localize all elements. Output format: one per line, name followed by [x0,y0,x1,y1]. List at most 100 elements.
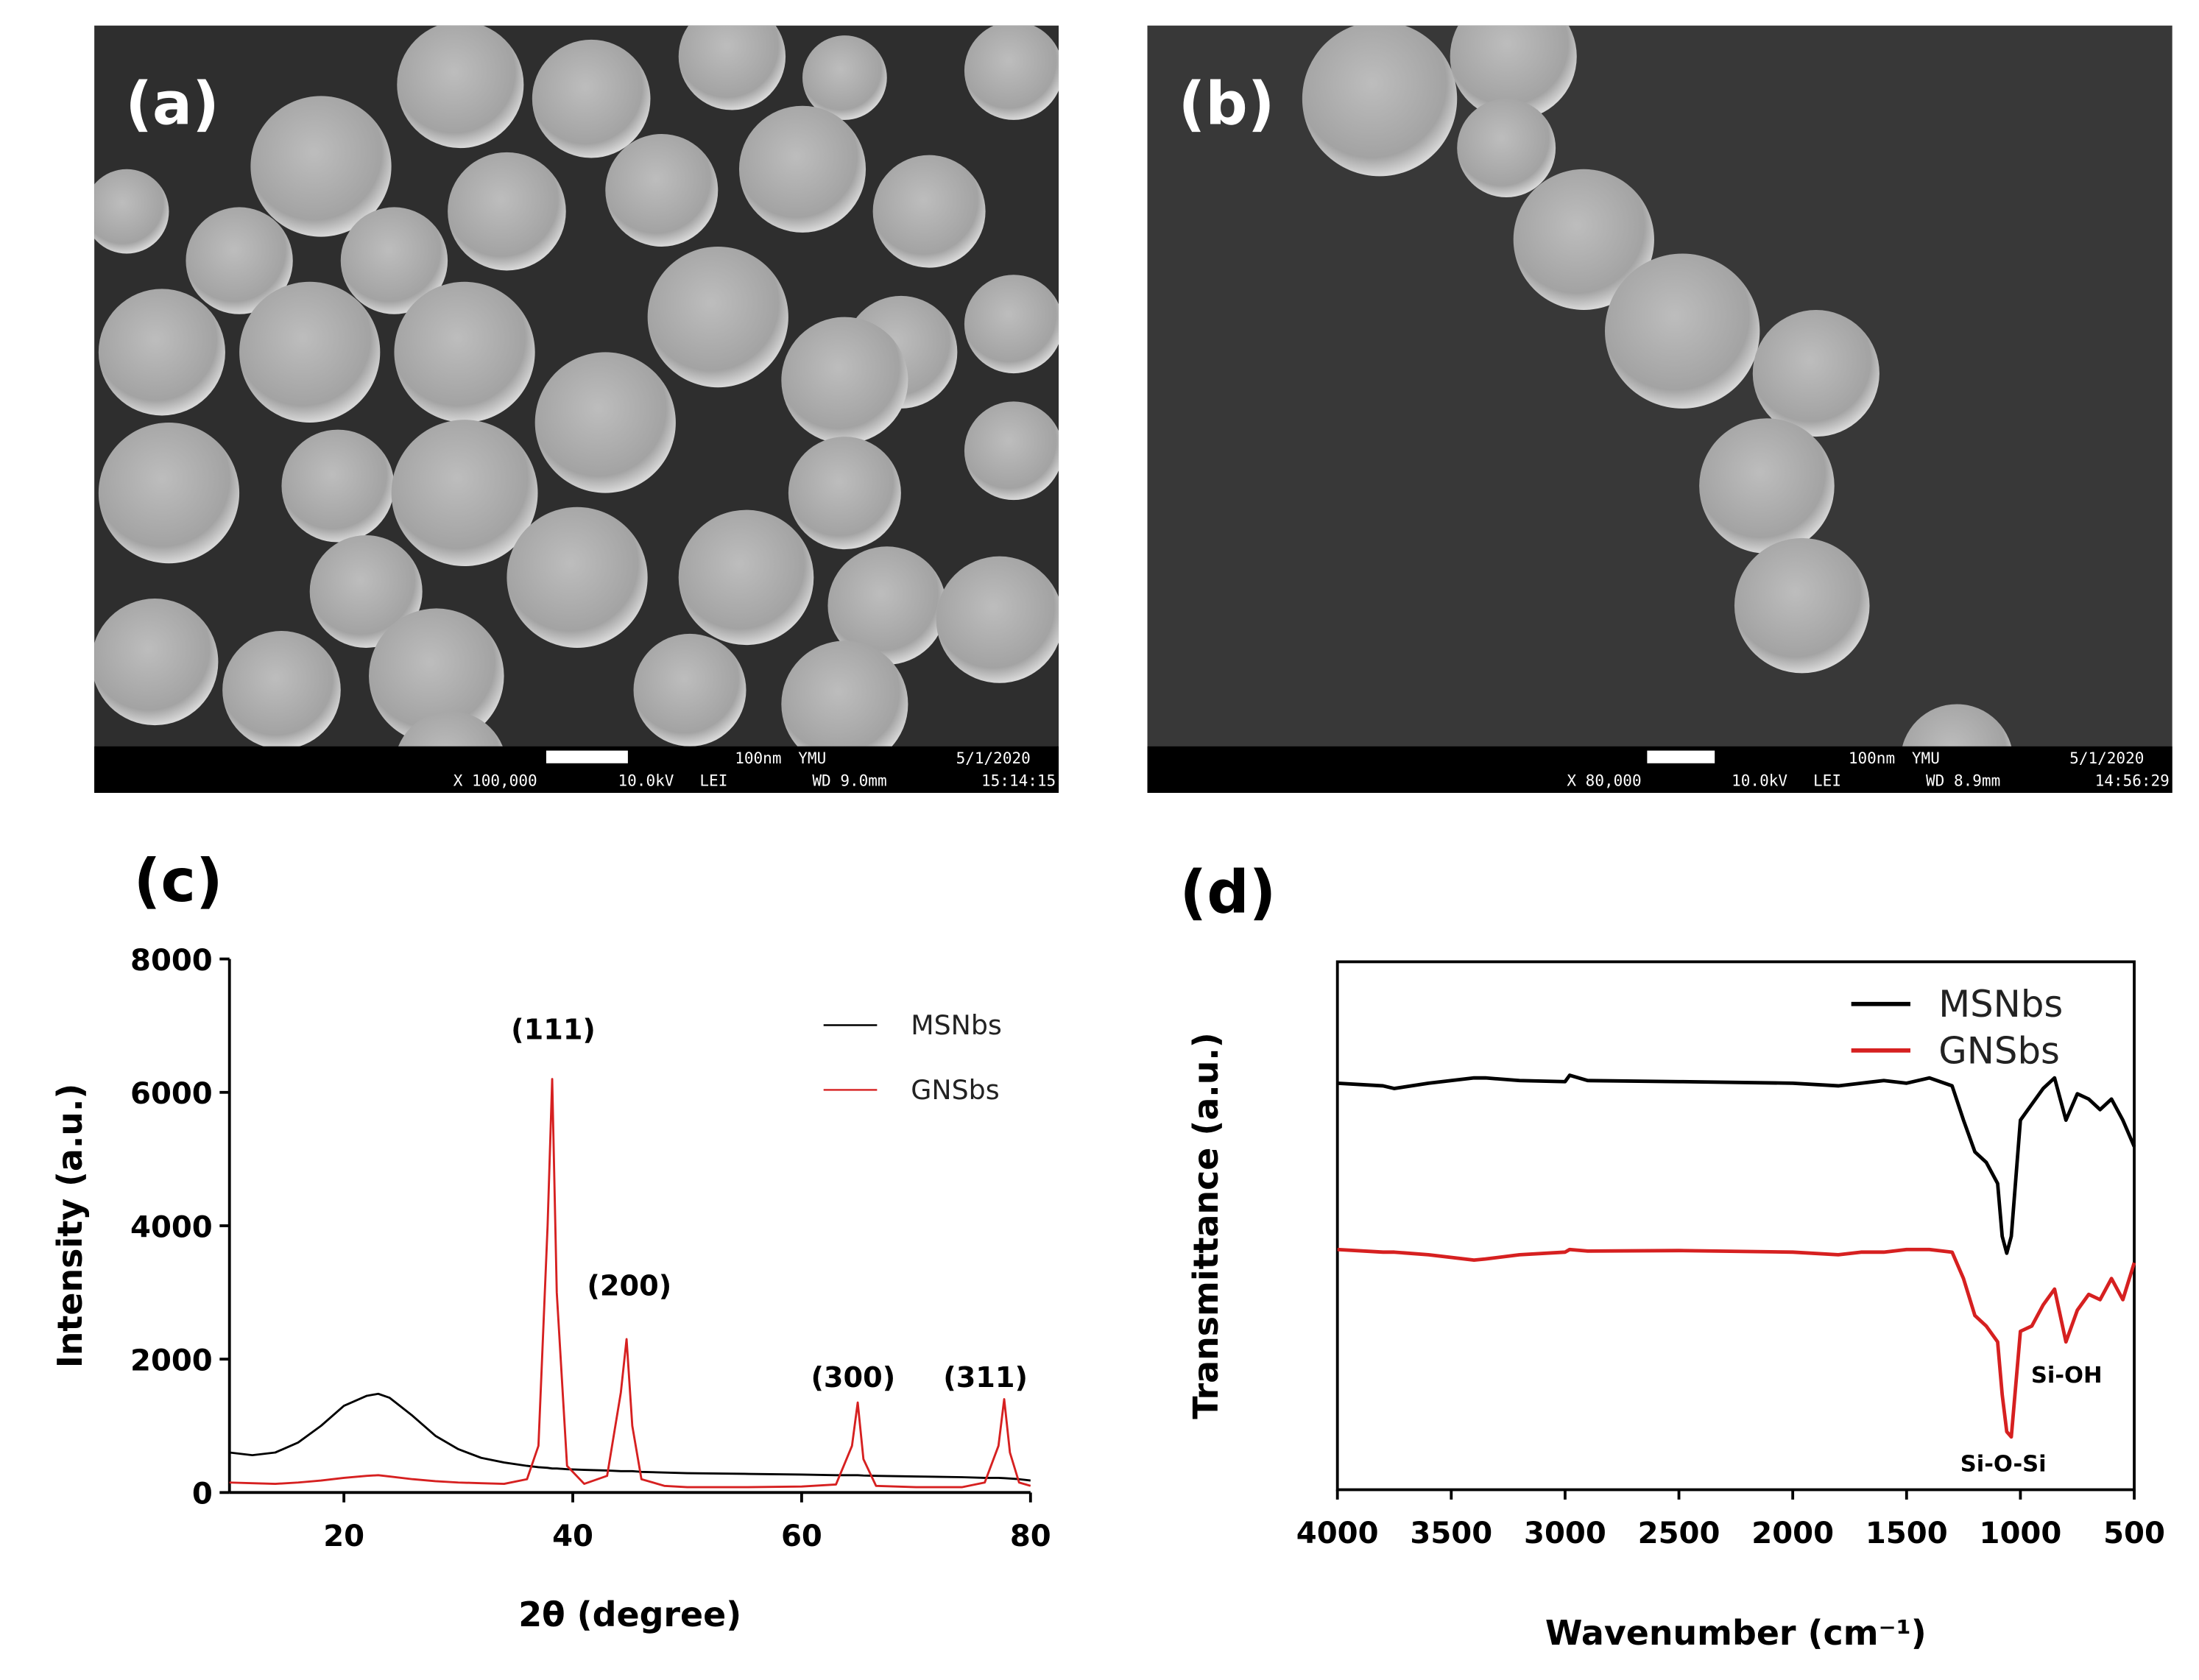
particle [936,556,1059,683]
x-tick-label: 4000 [1296,1517,1379,1550]
particle [781,640,908,747]
particle [94,169,169,254]
y-tick-label: 2000 [130,1344,213,1377]
particle [1752,310,1879,437]
x-tick-label: 3000 [1524,1517,1606,1550]
particle [1902,704,2012,747]
particle [1605,253,1760,409]
particle [448,152,566,271]
particle [827,546,947,665]
particle [239,281,381,423]
particle [1457,99,1556,198]
x-tick-label: 3500 [1410,1517,1492,1550]
particle [506,507,648,648]
y-tick-label: 4000 [130,1210,213,1244]
x-tick-label: 1000 [1980,1517,2062,1550]
particles-a [94,25,1059,747]
x-tick-label: 20 [323,1520,364,1553]
annotation: Si-O-Si [1960,1452,2047,1478]
particle [250,96,392,237]
particle [738,105,866,233]
sem-wd: WD 9.0mm [812,771,886,789]
x-tick-label: 1500 [1866,1517,1948,1550]
particle [222,631,341,747]
particle [964,401,1059,501]
x-tick-label: 2000 [1751,1517,1834,1550]
sem-scale: 100nm [1849,749,1895,767]
particle [1734,537,1870,674]
sem-wd: WD 8.9mm [1926,771,2000,789]
y-axis-title: Intensity (a.u.) [50,1084,90,1369]
y-tick-label: 8000 [130,944,213,978]
particle [802,35,887,120]
particle [98,289,225,416]
particle [633,633,746,747]
particle [781,317,908,444]
particle [309,534,423,648]
x-axis-title: 2θ (degree) [518,1595,741,1634]
particle [1450,25,1577,120]
sem-date: 5/1/2020 [2069,749,2144,767]
sem-lab: YMU [798,749,826,767]
sem-lab: YMU [1912,749,1940,767]
sem-voltage: 10.0kV [1732,771,1787,789]
particle [281,429,395,543]
sem-magnification: X 100,000 [453,771,537,789]
sem-voltage: 10.0kV [618,771,674,789]
particles-b [1302,25,2012,747]
particle [964,275,1059,374]
x-tick-label: 40 [552,1520,593,1553]
particle [369,608,504,744]
sem-detector: LEI [1813,771,1841,789]
x-tick-label: 60 [781,1520,822,1553]
particle [398,711,503,747]
particle [678,25,786,110]
x-axis-title: Wavenumber (cm⁻¹) [1545,1613,1927,1653]
particle [872,155,986,268]
y-tick-label: 0 [192,1478,213,1511]
sem-scale: 100nm [735,749,781,767]
legend-label: MSNbs [911,1009,1002,1041]
particle [647,246,788,388]
panel-label: (d) [1180,857,1277,926]
scale-bar [546,750,628,763]
data-line [1337,1247,2136,1439]
particle [340,207,448,314]
annotation: (300) [811,1362,895,1394]
particle [397,25,524,149]
particle [1302,25,1458,177]
annotation: Si-OH [2031,1363,2103,1388]
particle [394,281,535,423]
particle [186,207,293,314]
particle [788,437,901,550]
plot-frame [1335,960,2136,1492]
particle [964,25,1059,120]
particle [605,133,719,247]
panel-label: (c) [134,846,223,915]
particle [1513,169,1654,311]
scale-bar [1647,750,1715,763]
particle [94,599,219,726]
y-axis-title: Transmittance (a.u.) [1186,1032,1226,1419]
sem-magnification: X 80,000 [1567,771,1641,789]
legend-label: GNSbs [911,1074,999,1106]
sem-image-b [1147,25,2172,793]
sem-date: 5/1/2020 [956,749,1031,767]
particle [391,420,538,567]
annotation: (111) [511,1014,596,1047]
data-line [229,1078,1031,1489]
y-tick-label: 6000 [130,1077,213,1111]
legend-label: MSNbs [1938,983,2063,1026]
x-tick-label: 80 [1010,1520,1051,1553]
particle [1699,418,1835,554]
sem-time: 15:14:15 [981,771,1056,789]
data-line [1337,1073,2136,1255]
particle [678,509,814,646]
annotation: (200) [587,1271,671,1303]
sem-detector: LEI [699,771,727,789]
x-tick-label: 2500 [1638,1517,1720,1550]
panel-label: (a) [125,69,219,138]
annotation: (311) [943,1362,1028,1394]
panel-label: (b) [1179,69,1275,138]
